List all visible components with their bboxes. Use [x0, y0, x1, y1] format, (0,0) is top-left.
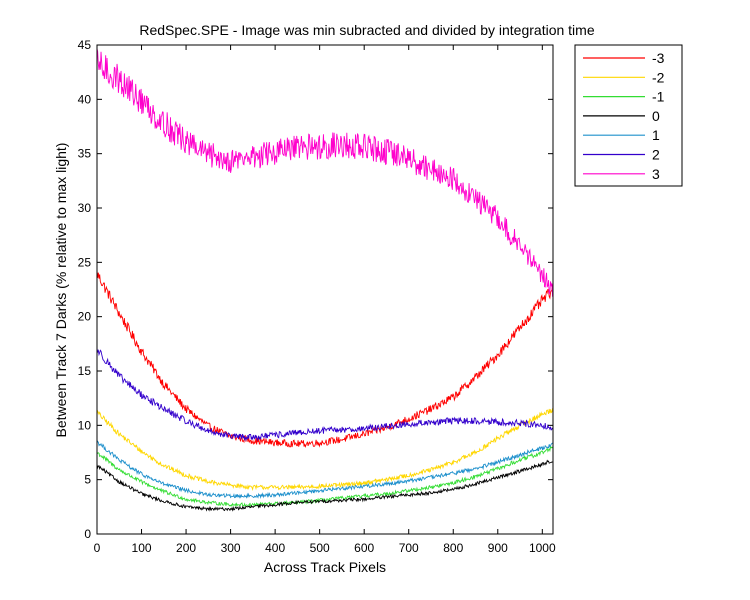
y-tick-label: 45: [78, 38, 92, 52]
x-tick-label: 500: [310, 541, 330, 555]
legend-label: -2: [652, 69, 665, 85]
series-line--2: [97, 408, 553, 491]
x-tick-label: 0: [94, 541, 101, 555]
y-tick-label: 25: [78, 255, 92, 269]
legend-label: -3: [652, 50, 665, 66]
x-axis: 0 100 200 300 400 500 600 700 800 900 1000: [94, 45, 556, 555]
series-line--1: [97, 445, 553, 508]
y-tick-label: 15: [78, 364, 92, 378]
legend: -3 -2 -1 0 1 2 3: [574, 44, 683, 187]
x-tick-label: 100: [132, 541, 152, 555]
y-tick-label: 5: [84, 473, 91, 487]
y-tick-label: 20: [78, 310, 92, 324]
y-tick-label: 10: [78, 418, 92, 432]
legend-label: 1: [652, 127, 660, 143]
series-line-1: [97, 440, 553, 499]
legend-label: 3: [652, 166, 660, 182]
x-tick-label: 700: [399, 541, 419, 555]
series-line--3: [97, 270, 553, 448]
legend-label: -1: [652, 89, 665, 105]
y-axis-title: Between Track 7 Darks (% relative to max…: [53, 143, 69, 438]
legend-label: 0: [652, 108, 660, 124]
series-line-2: [97, 348, 553, 442]
series-line-3: [97, 48, 553, 297]
legend-label: 2: [652, 147, 660, 163]
y-tick-label: 40: [78, 92, 92, 106]
x-tick-label: 600: [354, 541, 374, 555]
series-group: [97, 48, 553, 512]
y-axis: 0 5 10 15 20 25 30 35 40 45: [78, 38, 553, 541]
x-tick-label: 400: [265, 541, 285, 555]
x-axis-title: Across Track Pixels: [264, 559, 386, 575]
plot-frame: [96, 44, 554, 535]
y-tick-label: 0: [84, 527, 91, 541]
x-tick-label: 900: [488, 541, 508, 555]
x-tick-label: 800: [443, 541, 463, 555]
series-line-0: [97, 459, 553, 512]
x-tick-label: 200: [176, 541, 196, 555]
x-tick-label: 1000: [529, 541, 556, 555]
y-tick-label: 35: [78, 147, 92, 161]
chart-title: RedSpec.SPE - Image was min subracted an…: [139, 22, 594, 38]
y-tick-label: 30: [78, 201, 92, 215]
x-tick-label: 300: [221, 541, 241, 555]
